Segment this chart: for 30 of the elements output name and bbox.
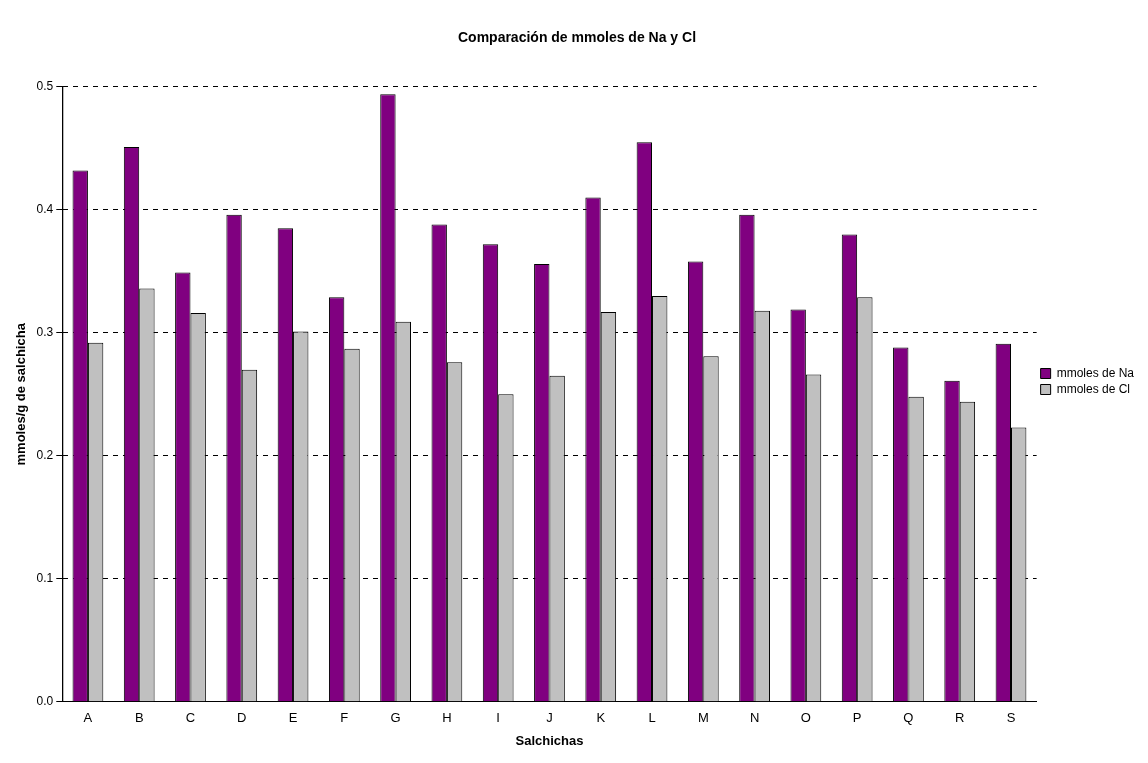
- x-tick-label: R: [955, 710, 965, 726]
- x-tick-label: E: [288, 710, 298, 726]
- x-tick-label: F: [340, 710, 349, 726]
- x-tick-label: A: [83, 710, 93, 726]
- x-tick-label: L: [648, 710, 656, 726]
- x-tick-label: B: [134, 710, 144, 726]
- x-tick-label: K: [596, 710, 606, 726]
- legend-label: mmoles de Na: [1056, 365, 1135, 380]
- chart-title: Comparación de mmoles de Na y Cl: [457, 29, 697, 46]
- y-tick-label: 0.5: [36, 79, 54, 94]
- x-tick-label: S: [1006, 710, 1016, 726]
- x-tick-label: Q: [903, 710, 914, 726]
- x-tick-label: J: [546, 710, 553, 726]
- x-tick-label: H: [442, 710, 452, 726]
- x-tick-label: C: [185, 710, 196, 726]
- y-tick-label: 0.2: [36, 448, 54, 463]
- x-tick-label: G: [390, 710, 401, 726]
- x-tick-label: D: [237, 710, 247, 726]
- x-tick-label: P: [852, 710, 862, 726]
- y-tick-label: 0.0: [36, 694, 54, 709]
- x-axis-title: Salchichas: [515, 732, 584, 748]
- y-tick-label: 0.4: [36, 202, 54, 217]
- x-tick-label: I: [496, 710, 500, 726]
- legend-label: mmoles de Cl: [1056, 381, 1130, 396]
- x-tick-label: M: [697, 710, 709, 726]
- y-tick-label: 0.1: [36, 571, 54, 586]
- y-axis-title: mmoles/g de salchicha: [13, 322, 29, 466]
- x-tick-label: O: [800, 710, 811, 726]
- y-tick-label: 0.3: [36, 325, 54, 340]
- x-tick-label: N: [749, 710, 760, 726]
